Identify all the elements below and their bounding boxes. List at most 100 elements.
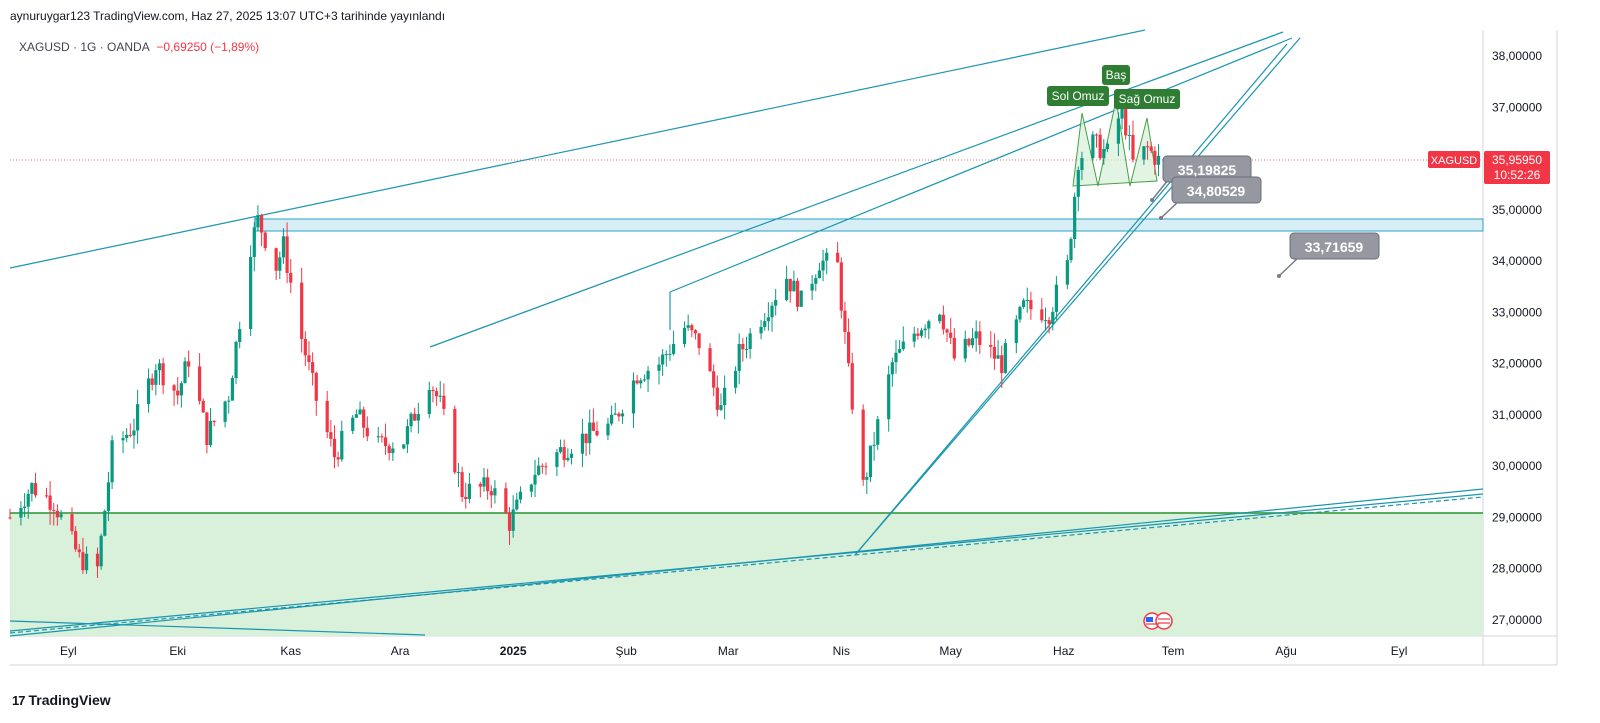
- candle: [1094, 133, 1099, 148]
- trend-lines[interactable]: [9, 29, 1484, 637]
- head-shoulders-pattern[interactable]: [1072, 99, 1158, 187]
- candle: [642, 374, 647, 382]
- price-tick-label: 27,00000: [1492, 613, 1542, 627]
- price-callout-1[interactable]: 35,19825: [1150, 155, 1252, 202]
- candle: [839, 257, 843, 319]
- candle: [668, 344, 672, 361]
- candle: [1051, 307, 1055, 331]
- tradingview-logo[interactable]: 17 TradingView: [12, 692, 111, 708]
- candle: [821, 249, 825, 282]
- candle: [486, 468, 490, 500]
- candle: [8, 508, 12, 520]
- candle: [30, 481, 34, 502]
- symbol-interval: 1G: [80, 40, 97, 54]
- candle: [646, 365, 650, 392]
- time-tick-label: Tem: [1162, 644, 1185, 658]
- candle: [230, 375, 235, 401]
- candle: [74, 526, 78, 552]
- candle: [383, 423, 388, 455]
- candle: [1000, 345, 1004, 388]
- candle: [580, 418, 585, 468]
- candle: [544, 462, 548, 475]
- price-callout-2[interactable]: 34,80529: [1159, 176, 1262, 220]
- candle: [682, 321, 687, 348]
- trendline-bottom-left[interactable]: [9, 620, 426, 636]
- economic-events-icon[interactable]: [1143, 612, 1173, 630]
- candle: [719, 393, 723, 412]
- svg-text:Sol Omuz: Sol Omuz: [1052, 89, 1105, 103]
- pattern-label-right-shoulder[interactable]: Sağ Omuz: [1114, 89, 1180, 109]
- candle: [314, 371, 318, 416]
- price-tick-label: 28,00000: [1492, 562, 1542, 576]
- candle: [661, 349, 665, 376]
- pattern-label-head[interactable]: Baş: [1102, 65, 1130, 85]
- candle: [482, 467, 486, 492]
- trendline-channel-b[interactable]: [669, 37, 1293, 293]
- candle: [712, 364, 716, 397]
- price-callout-3[interactable]: 33,71659: [1277, 232, 1380, 278]
- resistance-zone[interactable]: [254, 218, 1484, 232]
- candle: [890, 357, 894, 387]
- candle: [176, 377, 180, 405]
- candle: [639, 378, 643, 389]
- candle: [205, 412, 209, 454]
- candle: [558, 439, 563, 454]
- candle: [562, 439, 566, 468]
- candle: [843, 301, 847, 344]
- candle: [1076, 166, 1080, 212]
- candle: [376, 427, 380, 443]
- candle: [664, 350, 668, 367]
- time-tick-label: Ara: [391, 644, 410, 658]
- price-tag-value[interactable]: 35,95950 10:52:26: [1484, 151, 1550, 184]
- candle: [504, 482, 508, 515]
- trendline-channel-a[interactable]: [429, 31, 1284, 348]
- price-tick-label: 34,00000: [1492, 254, 1542, 268]
- candle: [912, 326, 916, 348]
- candle: [555, 448, 559, 476]
- time-axis[interactable]: Eyl Eki Kas Ara 2025 Şub Mar Nis May Haz Tem Ağu Eyl: [60, 644, 1407, 658]
- candle: [846, 318, 851, 367]
- support-zone: [10, 513, 1483, 636]
- candle: [409, 412, 413, 433]
- candle: [799, 290, 803, 308]
- candle: [952, 328, 956, 361]
- candle: [533, 459, 537, 498]
- candle: [569, 449, 574, 465]
- candle: [901, 326, 905, 351]
- candle: [836, 241, 840, 263]
- candle: [996, 340, 1000, 359]
- trendline-rising-support-2[interactable]: [854, 37, 1301, 556]
- trendline-bottom-mid[interactable]: [9, 496, 1484, 634]
- candle: [234, 340, 238, 385]
- trendline-bottom-b[interactable]: [9, 493, 1484, 632]
- candle: [949, 317, 953, 345]
- candle: [103, 509, 107, 537]
- candle: [748, 328, 752, 359]
- candle: [759, 320, 763, 340]
- candle: [19, 501, 23, 526]
- candle: [814, 274, 818, 292]
- candle: [872, 432, 876, 461]
- candle: [380, 433, 384, 443]
- candle: [55, 504, 59, 526]
- candle: [125, 428, 129, 443]
- candle: [256, 205, 260, 232]
- candle: [1153, 146, 1157, 175]
- price-tick-label: 30,00000: [1492, 459, 1542, 473]
- published-caption: aynuruygar123 TradingView.com, Haz 27, 2…: [10, 9, 446, 23]
- candle: [609, 405, 614, 426]
- time-tick-label: 2025: [500, 644, 527, 658]
- pattern-label-left-shoulder[interactable]: Sol Omuz: [1047, 86, 1109, 106]
- candle: [84, 546, 89, 574]
- trendline-rising-support[interactable]: [854, 43, 1288, 556]
- price-axis[interactable]: 38,0000037,0000036,0000035,0000034,00000…: [1492, 49, 1542, 627]
- time-tick-label: Nis: [833, 644, 850, 658]
- price-tag-symbol[interactable]: XAGUSD: [1428, 151, 1480, 168]
- candle: [737, 333, 741, 385]
- trendline-upper-long[interactable]: [9, 29, 1146, 269]
- candle: [690, 323, 694, 338]
- candle: [59, 509, 63, 520]
- candle: [825, 248, 829, 275]
